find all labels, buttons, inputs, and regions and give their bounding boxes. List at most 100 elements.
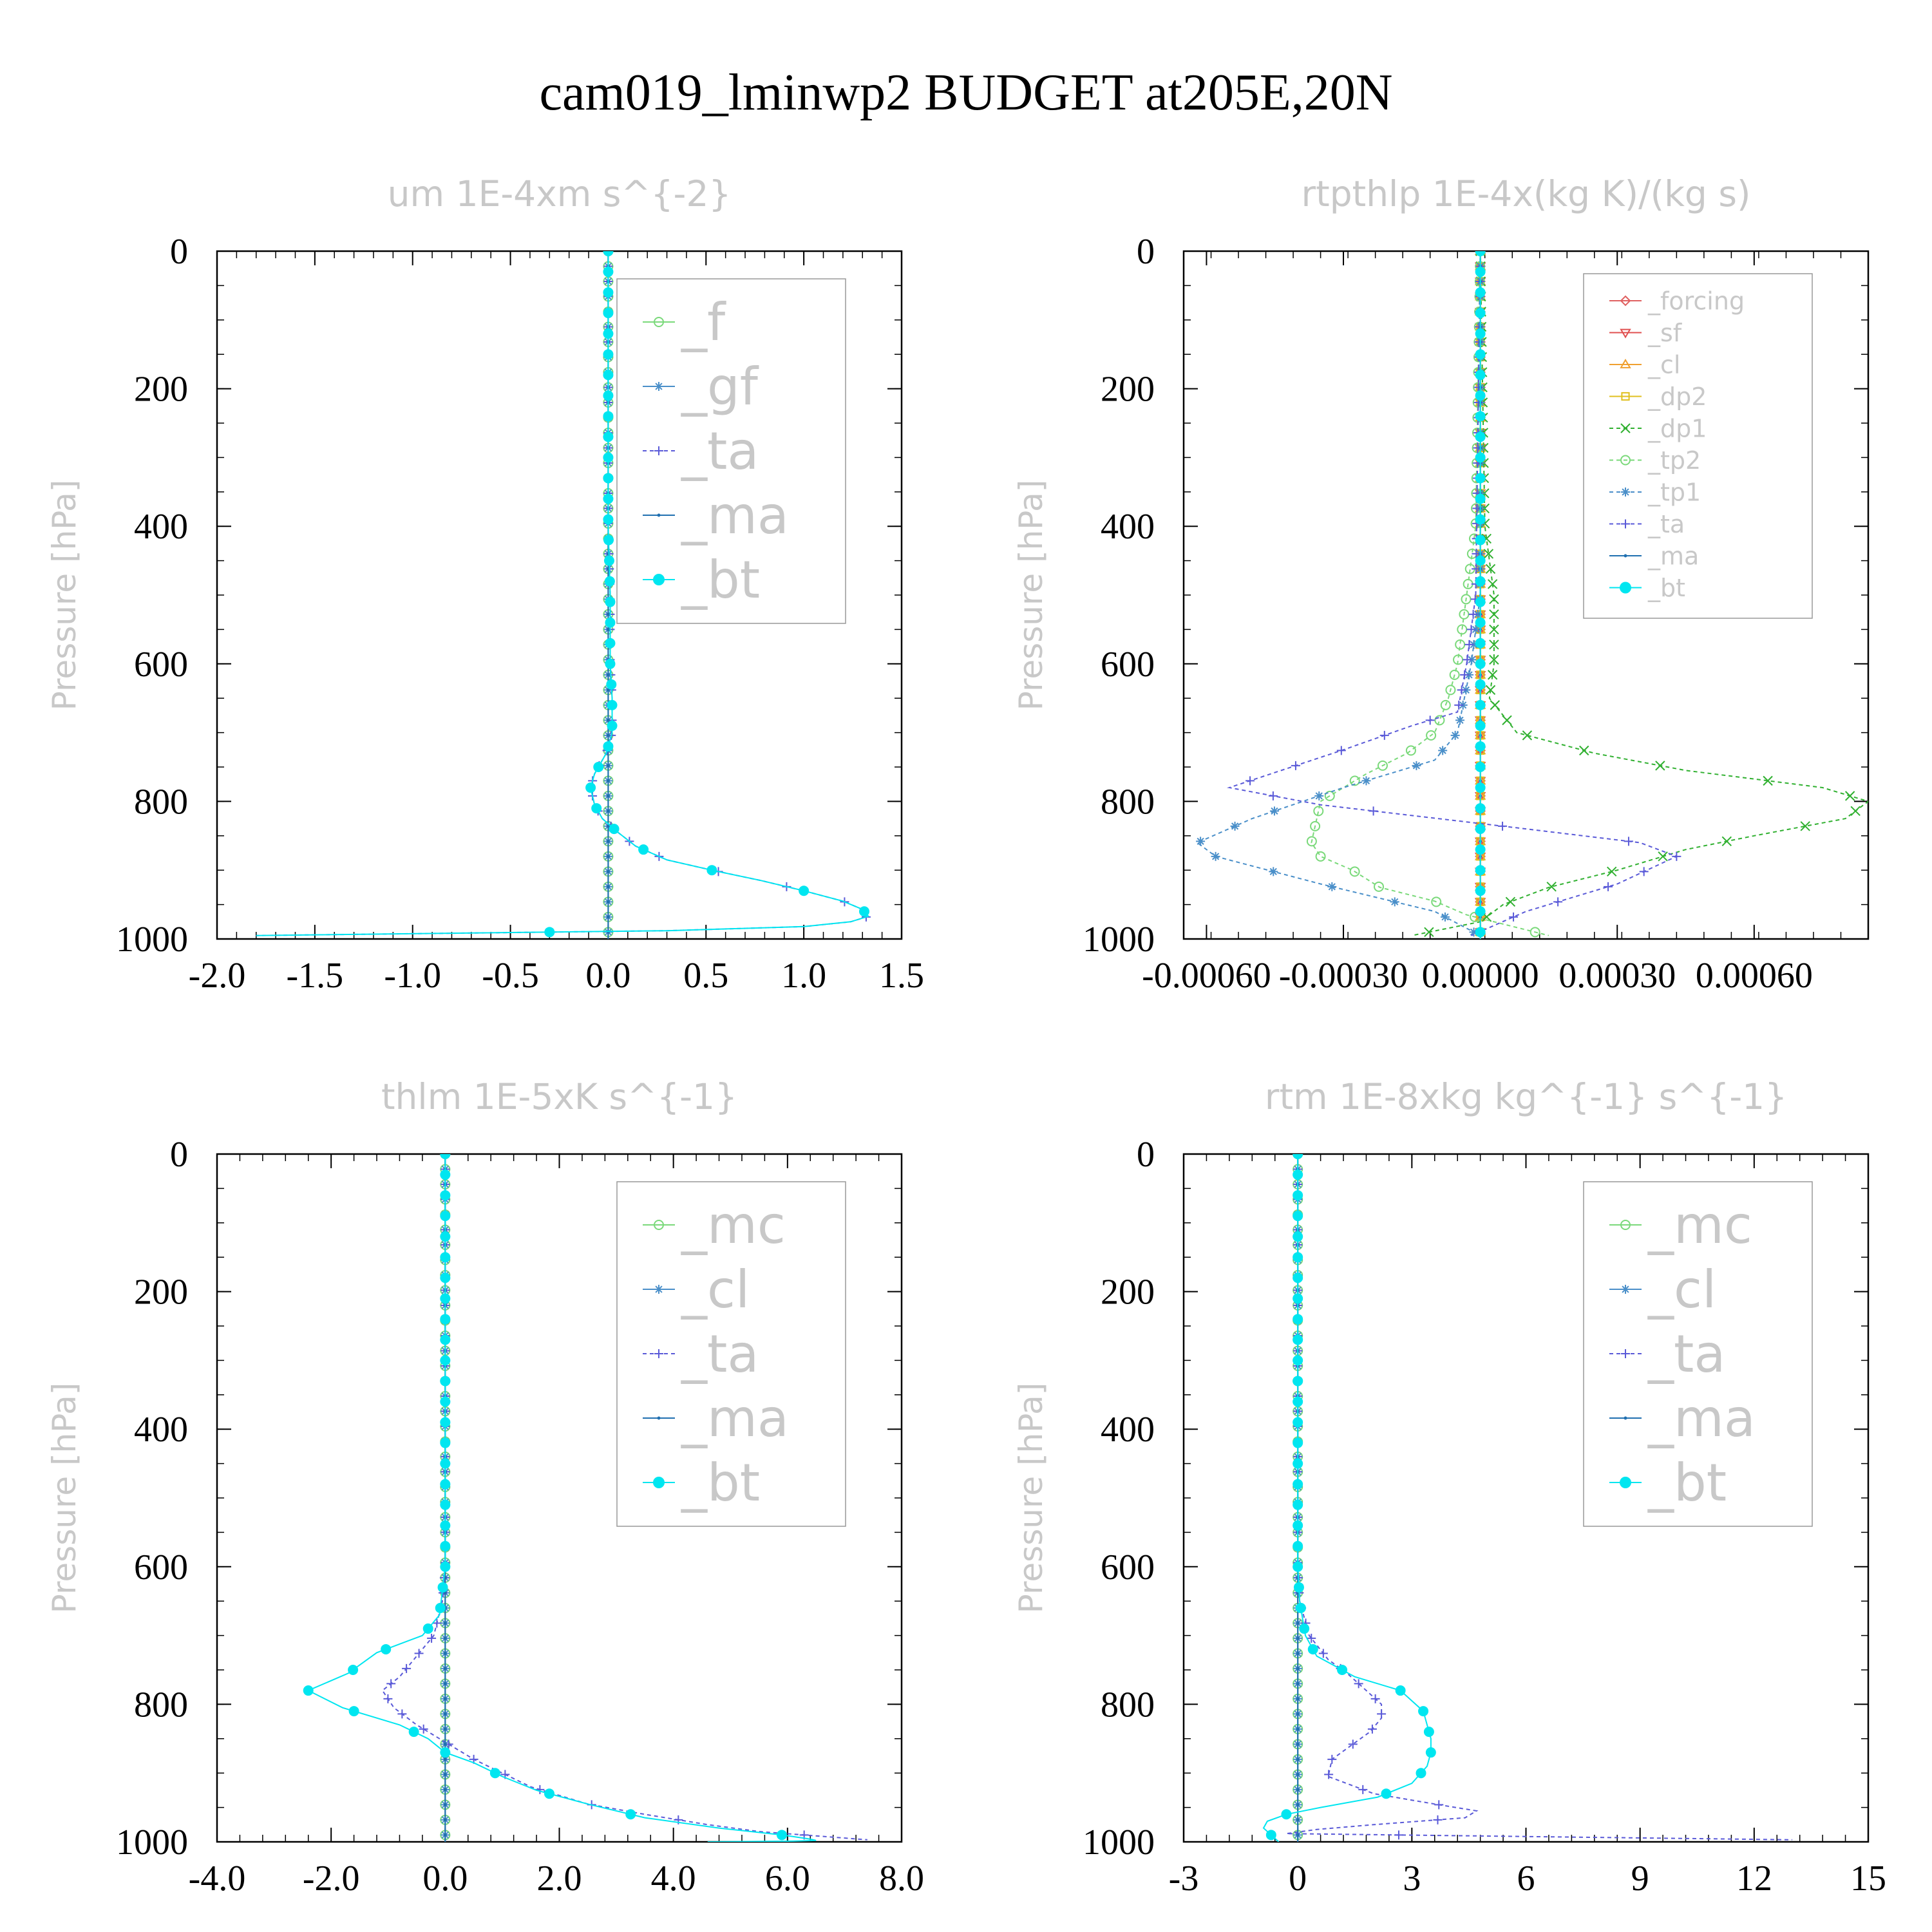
legend-marker-shape — [654, 446, 663, 455]
series-tp2-point — [1349, 775, 1360, 786]
series-bt-point — [1475, 844, 1486, 855]
series-bt-point-shape — [603, 328, 614, 339]
series-bt-point — [1475, 287, 1486, 298]
series-bt-point — [1475, 514, 1486, 525]
y-tick-label: 200 — [134, 1273, 188, 1312]
legend-entry-ma: _ma — [643, 1388, 789, 1448]
legend-marker — [1620, 582, 1631, 594]
series-ta-point — [1457, 685, 1466, 695]
series-bt-point — [1293, 1190, 1303, 1201]
series-tp1-point — [1196, 837, 1206, 846]
series-bt-point — [440, 1499, 451, 1510]
series-bt-point-shape — [1475, 431, 1486, 442]
series-dp1-point-shape — [1483, 549, 1494, 559]
series-bt-point-shape — [1475, 803, 1486, 814]
legend-entry-cl: _cl — [643, 1260, 750, 1320]
x-tick-label: 6 — [1517, 1859, 1535, 1899]
series-dp1-point — [1658, 851, 1668, 862]
series-ma-point — [606, 612, 610, 616]
series-ta-point-shape — [1498, 821, 1508, 831]
x-tick-label: 8.0 — [879, 1859, 924, 1899]
series-dp1-point — [1489, 594, 1499, 605]
series-bt-point — [1293, 1396, 1303, 1407]
legend-marker-shape — [1620, 295, 1631, 307]
series-tp2-point-shape — [1374, 881, 1385, 892]
series-bt-point-shape — [1475, 349, 1486, 360]
series-bt-point-shape — [544, 927, 555, 938]
series-ma-point — [1296, 1651, 1300, 1655]
series-ma-point — [606, 718, 610, 722]
series-tp2-point — [1449, 669, 1460, 680]
series-bt-point-shape — [603, 514, 614, 525]
series-tp2-line — [1311, 251, 1549, 936]
series-dp1-point — [1502, 715, 1512, 726]
series-bt-point — [605, 638, 616, 649]
series-ma-point — [1296, 1712, 1300, 1716]
legend-marker-shape — [1624, 1416, 1627, 1420]
series-dp1-point-shape — [1490, 700, 1501, 710]
series-group — [1196, 251, 1868, 939]
series-bt-point — [1293, 1458, 1303, 1469]
series-bt-point-shape — [440, 1520, 451, 1531]
legend-entry-bt: _bt — [1609, 574, 1685, 602]
series-bt-point-shape — [1475, 473, 1486, 484]
series-ma-point — [1296, 1772, 1300, 1776]
series-bt-point-shape — [605, 617, 616, 628]
series-bt-point-shape — [1475, 906, 1486, 917]
series-bt-point — [1475, 824, 1486, 835]
series-bt-point — [607, 720, 618, 731]
series-tp2-point-shape — [1349, 775, 1360, 786]
series-bt-point-shape — [1293, 1520, 1303, 1531]
series-tp2-point-shape — [1440, 699, 1451, 710]
series-bt-point — [489, 1768, 500, 1779]
series-bt-point — [706, 865, 717, 876]
series-bt-point-shape — [408, 1727, 419, 1738]
series-bt-point — [422, 1623, 433, 1634]
series-ma-point-shape — [606, 809, 610, 813]
series-bt-point-shape — [1295, 1602, 1306, 1613]
series-dp1-line — [1412, 251, 1868, 936]
series-tp2-point — [1530, 927, 1540, 938]
series-ta-point — [1460, 670, 1470, 679]
series-ma-point — [1296, 1636, 1300, 1640]
series-ta-point-shape — [1367, 1724, 1377, 1734]
y-tick-label: 1000 — [116, 920, 188, 960]
series-bt-point-shape — [1475, 699, 1486, 710]
series-bt-point — [625, 1809, 636, 1820]
series-tp1-point-shape — [1455, 715, 1465, 725]
series-ta-point-shape — [1425, 715, 1435, 725]
series-ma-point — [606, 688, 610, 692]
series-tp2-point-shape — [1405, 745, 1416, 756]
series-bt-point — [603, 328, 614, 339]
series-bt-point — [1293, 1582, 1304, 1593]
series-bt-point-shape — [706, 865, 717, 876]
series-bt-point — [1475, 638, 1486, 649]
series-bt-point — [440, 1211, 451, 1222]
legend-entry-gf: _gf — [643, 357, 759, 417]
y-tick-label: 1000 — [1083, 920, 1155, 960]
series-dp1-point — [1850, 806, 1861, 817]
series-ta-point-shape — [402, 1663, 412, 1673]
legend-label: _ma — [1647, 1388, 1756, 1448]
series-bt-point — [544, 927, 555, 938]
series-bt-point — [1475, 370, 1486, 381]
series-bt-point-shape — [1293, 1355, 1303, 1366]
legend-entry-ta: _ta — [643, 421, 759, 481]
legend-marker — [654, 1285, 663, 1294]
series-bt-point — [603, 514, 614, 525]
series-dp1-point-shape — [1844, 791, 1855, 801]
series-bt-point — [604, 576, 615, 587]
series-ma-point-shape — [443, 1636, 447, 1640]
series-ma-point-shape — [443, 1803, 447, 1806]
series-bt-point-shape — [603, 555, 614, 566]
series-bt-point — [435, 1602, 446, 1613]
legend-entry-tp2: _tp2 — [1609, 446, 1701, 475]
legend-marker-shape — [1620, 455, 1631, 466]
series-bt-point-shape — [381, 1643, 392, 1654]
series-bt-point — [1293, 1479, 1303, 1490]
series-ma-point-shape — [443, 1818, 447, 1822]
legend-marker — [1620, 328, 1631, 339]
series-dp1-point — [1424, 927, 1434, 938]
y-tick-label: 600 — [1101, 1548, 1155, 1587]
series-ta-point-shape — [1379, 730, 1389, 740]
